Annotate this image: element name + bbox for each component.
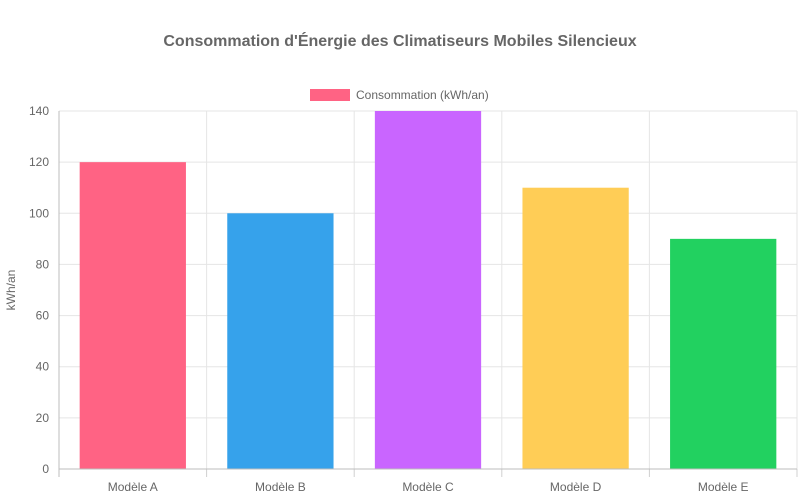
- bar-2[interactable]: [227, 213, 334, 469]
- bar-3[interactable]: [374, 111, 482, 469]
- x-tick-label: Modèle A: [108, 480, 158, 494]
- x-tick-label: Modèle D: [550, 480, 602, 494]
- bar-5[interactable]: [670, 238, 777, 469]
- y-axis-label: kWh/an: [4, 270, 18, 311]
- bars: [79, 111, 777, 469]
- y-tick-label: 40: [36, 360, 50, 374]
- y-tick-label: 120: [29, 155, 49, 169]
- chart-title: Consommation d'Énergie des Climatiseurs …: [163, 31, 636, 50]
- y-tick-label: 140: [29, 104, 49, 118]
- x-tick-label: Modèle E: [698, 480, 749, 494]
- y-tick-label: 80: [36, 257, 50, 271]
- y-tick-label: 0: [42, 462, 49, 476]
- axes: [58, 111, 797, 477]
- x-tick-label: Modèle B: [255, 480, 306, 494]
- y-tick-label: 20: [36, 411, 50, 425]
- legend-label: Consommation (kWh/an): [356, 88, 489, 102]
- y-tick-label: 100: [29, 206, 49, 220]
- x-tick-labels: Modèle A Modèle B Modèle C Modèle D Modèle E: [108, 480, 749, 494]
- x-tick-label: Modèle C: [402, 480, 454, 494]
- y-tick-labels: 0 20 40 60 80 100 120 140: [29, 104, 49, 476]
- legend[interactable]: Consommation (kWh/an): [310, 88, 489, 102]
- legend-swatch: [310, 89, 350, 101]
- bar-1[interactable]: [79, 162, 186, 469]
- y-tick-label: 60: [36, 309, 50, 323]
- bar-4[interactable]: [522, 187, 629, 469]
